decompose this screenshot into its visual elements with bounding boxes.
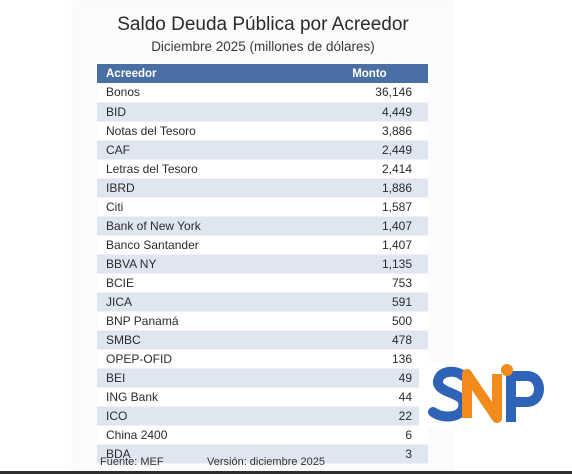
- amount-cell: 6: [310, 425, 428, 445]
- table-row: IBRD 1,886: [97, 178, 428, 198]
- amount-cell: 22: [310, 406, 428, 426]
- table-row: ICO 22: [97, 406, 428, 426]
- creditor-cell: Bank of New York: [97, 216, 311, 236]
- column-header-amount: Monto: [352, 67, 387, 80]
- table-body: Bonos 36,146 BID 4,449 Notas del Tesoro 3,886…: [97, 83, 428, 464]
- creditor-cell: IBRD: [97, 178, 311, 198]
- amount-cell: 4,449: [310, 102, 428, 122]
- footer-source: Fuente: MEF: [100, 456, 164, 468]
- amount-cell: 3,886: [310, 121, 428, 141]
- table-row: Letras del Tesoro 2,414: [97, 159, 428, 179]
- amount-cell: 500: [310, 311, 428, 331]
- table-row: BID 4,449: [97, 102, 428, 122]
- creditor-cell: CAF: [97, 140, 311, 160]
- amount-cell: 136: [310, 349, 428, 369]
- amount-cell: 2,449: [310, 140, 428, 160]
- creditor-cell: Citi: [97, 197, 311, 217]
- table-row: China 2400 6: [97, 425, 428, 445]
- creditor-cell: BDA: [97, 444, 311, 464]
- amount-cell: 1,407: [310, 235, 428, 255]
- amount-cell: 49: [310, 368, 428, 388]
- snp-logo: [419, 362, 557, 428]
- amount-cell: 1,886: [310, 178, 428, 198]
- page-title: Saldo Deuda Pública por Acreedor: [117, 14, 409, 35]
- column-header-creditor: Acreedor: [106, 67, 157, 80]
- table-row: CAF 2,449: [97, 140, 428, 160]
- table-row: BDA 3: [97, 444, 428, 464]
- creditor-cell: JICA: [97, 292, 311, 312]
- table-row: Banco Santander 1,407: [97, 235, 428, 255]
- amount-cell: 1,587: [310, 197, 428, 217]
- footer-version: Versión: diciembre 2025: [207, 456, 326, 468]
- table-header-row: Acreedor Monto: [97, 64, 428, 83]
- creditor-cell: ING Bank: [97, 387, 311, 407]
- creditor-cell: ICO: [97, 406, 311, 426]
- table-row: BCIE 753: [97, 273, 428, 293]
- table-row: OPEP-OFID 136: [97, 349, 428, 369]
- table-row: Notas del Tesoro 3,886: [97, 121, 428, 141]
- amount-cell: 44: [310, 387, 428, 407]
- creditor-cell: Bonos: [97, 83, 311, 103]
- table-row: Bonos 36,146: [97, 83, 428, 103]
- debt-table-card: Saldo Deuda Pública por Acreedor Diciemb…: [74, 2, 452, 474]
- creditor-table: Acreedor Monto Bonos 36,146 BID 4,449 Notas …: [97, 64, 428, 464]
- table-row: JICA 591: [97, 292, 428, 312]
- creditor-cell: SMBC: [97, 330, 311, 350]
- bottom-border: [0, 471, 572, 474]
- table-row: BBVA NY 1,135: [97, 254, 428, 274]
- creditor-cell: BNP Panamá: [97, 311, 311, 331]
- creditor-cell: Letras del Tesoro: [97, 159, 311, 179]
- creditor-cell: BID: [97, 102, 311, 122]
- table-row: ING Bank 44: [97, 387, 428, 407]
- amount-cell: 2,414: [310, 159, 428, 179]
- table-row: BNP Panamá 500: [97, 311, 428, 331]
- amount-cell: 3: [310, 444, 428, 464]
- table-row: BEI 49: [97, 368, 428, 388]
- creditor-cell: Notas del Tesoro: [97, 121, 311, 141]
- table-row: SMBC 478: [97, 330, 428, 350]
- creditor-cell: Banco Santander: [97, 235, 311, 255]
- amount-cell: 478: [310, 330, 428, 350]
- table-row: Bank of New York 1,407: [97, 216, 428, 236]
- creditor-cell: China 2400: [97, 425, 311, 445]
- page-subtitle: Diciembre 2025 (millones de dólares): [151, 39, 375, 54]
- amount-cell: 36,146: [310, 83, 428, 103]
- snp-logo-graphic: [428, 364, 544, 423]
- amount-cell: 753: [310, 273, 428, 293]
- creditor-cell: BEI: [97, 368, 311, 388]
- amount-cell: 591: [310, 292, 428, 312]
- table-row: Citi 1,587: [97, 197, 428, 217]
- amount-cell: 1,407: [310, 216, 428, 236]
- creditor-cell: OPEP-OFID: [97, 349, 311, 369]
- amount-cell: 1,135: [310, 254, 428, 274]
- creditor-cell: BBVA NY: [97, 254, 311, 274]
- creditor-cell: BCIE: [97, 273, 311, 293]
